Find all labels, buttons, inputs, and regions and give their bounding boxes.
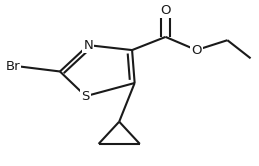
Text: S: S <box>82 90 90 103</box>
Text: O: O <box>160 4 171 17</box>
Text: Br: Br <box>5 60 20 73</box>
Text: N: N <box>83 39 93 52</box>
Text: O: O <box>191 44 202 57</box>
